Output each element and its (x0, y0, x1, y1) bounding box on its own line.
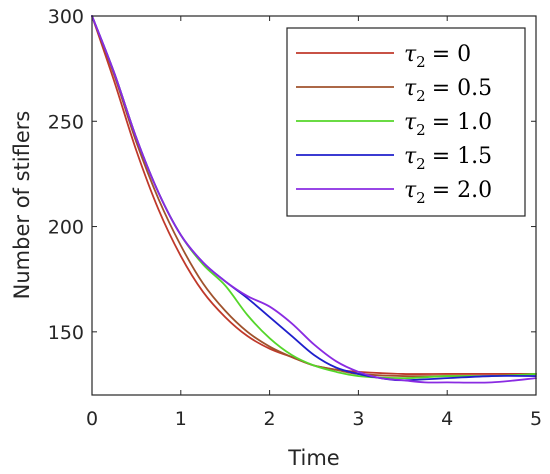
series-line-4 (91, 15, 537, 384)
series-layer (91, 15, 537, 384)
legend-label-1: τ2 = 0.5 (404, 76, 492, 105)
series-line-0 (91, 15, 537, 375)
legend-subscript: 2 (416, 155, 426, 173)
plot-frame (91, 15, 537, 396)
ticks-layer: 0 1 2 3 4 5 150 200 250 300 (48, 6, 542, 430)
x-tick-label-0: 0 (86, 408, 98, 430)
legend-subscript: 2 (416, 87, 426, 105)
legend-label-3: τ2 = 1.5 (404, 144, 492, 173)
x-axis-title: Time (287, 446, 339, 470)
legend-label-0: τ2 = 0 (404, 42, 471, 71)
x-tick-label-4: 4 (441, 408, 453, 430)
y-tick-label-3: 300 (48, 6, 84, 28)
x-tick-label-3: 3 (352, 408, 364, 430)
legend-label-2: τ2 = 1.0 (404, 110, 492, 139)
legend-value: = 1.0 (432, 110, 492, 135)
legend-value: = 2.0 (432, 178, 492, 203)
x-tick-label-1: 1 (175, 408, 187, 430)
legend-box (286, 27, 526, 217)
legend-symbol: τ (404, 144, 417, 169)
y-tick-label-0: 150 (48, 322, 84, 344)
legend-label-4: τ2 = 2.0 (404, 178, 492, 207)
legend: τ2 = 0τ2 = 0.5τ2 = 1.0τ2 = 1.5τ2 = 2.0 (286, 27, 526, 217)
legend-symbol: τ (404, 178, 417, 203)
series-line-1 (91, 15, 537, 378)
y-tick-label-1: 200 (48, 217, 84, 239)
y-axis-title: Number of stiflers (10, 111, 34, 300)
legend-subscript: 2 (416, 121, 426, 139)
legend-symbol: τ (404, 110, 417, 135)
y-tick-label-2: 250 (48, 111, 84, 133)
legend-value: = 0 (432, 42, 471, 67)
legend-value: = 1.5 (432, 144, 492, 169)
legend-subscript: 2 (416, 53, 426, 71)
x-tick-label-2: 2 (264, 408, 276, 430)
legend-symbol: τ (404, 42, 417, 67)
legend-symbol: τ (404, 76, 417, 101)
x-tick-label-5: 5 (530, 408, 542, 430)
legend-subscript: 2 (416, 189, 426, 207)
legend-value: = 0.5 (432, 76, 492, 101)
